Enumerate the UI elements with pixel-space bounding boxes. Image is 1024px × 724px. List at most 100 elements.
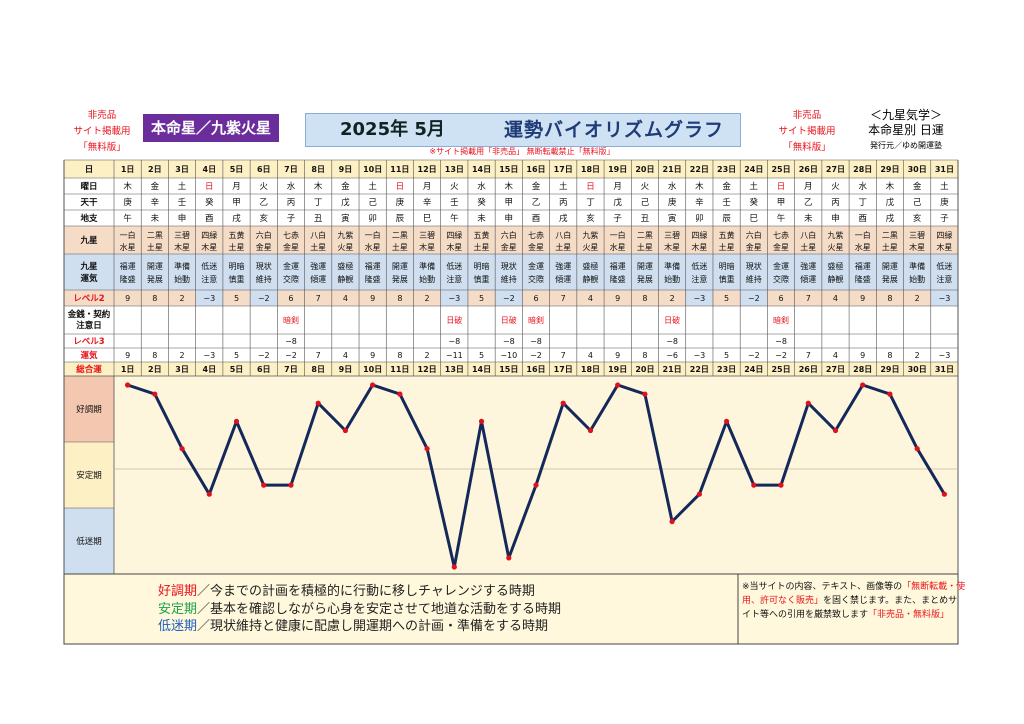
plot-area [114, 376, 958, 574]
kyusei-cell-bottom: 水星 [365, 242, 381, 252]
kyusei-cell-bottom: 土星 [555, 242, 571, 252]
kyusei-cell-top: 九紫 [337, 231, 353, 240]
total-cell: 9 [615, 351, 620, 360]
data-point [778, 482, 784, 488]
kyusei-cell-bottom: 金星 [528, 242, 544, 252]
unki-cell-bottom: 維持 [746, 274, 762, 284]
kyusei-cell-bottom: 土星 [637, 242, 653, 252]
row-bg-weekday [64, 178, 958, 194]
unki-cell-bottom: 傾運 [800, 275, 816, 284]
weekday-cell: 月 [804, 182, 813, 192]
tenkan-cell: 甲 [232, 198, 241, 208]
kyusei-title: ＜九星気学＞ [869, 108, 942, 122]
row-bg-kyusei [64, 226, 958, 254]
day-label-bottom: 5日 [230, 365, 244, 374]
kyusei-cell-bottom: 土星 [719, 242, 735, 252]
weekday-cell: 木 [314, 181, 323, 192]
level2-cell: 7 [316, 294, 321, 303]
total-cell: −10 [500, 351, 517, 360]
level2-cell: −2 [748, 294, 760, 303]
data-point [914, 446, 920, 452]
row-bg-unki [64, 254, 958, 290]
row-label-unki-1: 九星 [79, 261, 98, 272]
row-label-kinsen-2: 注意日 [76, 320, 102, 331]
day-label-bottom: 26日 [799, 365, 818, 374]
day-label: 14日 [472, 165, 491, 174]
weekday-cell: 木 [695, 181, 704, 192]
chishi-cell: 戌 [232, 213, 241, 224]
day-label: 12日 [418, 165, 437, 174]
day-label-bottom: 9日 [339, 365, 353, 374]
data-point [179, 446, 185, 452]
kyusei-cell-top: 一白 [610, 230, 626, 240]
total-cell: 8 [397, 351, 402, 360]
note-red-1: 「無断転載・使用、許可なく販売」 [742, 582, 966, 606]
unki-cell-top: 現状 [746, 261, 762, 271]
day-label: 3日 [175, 165, 189, 174]
unki-cell-bottom: 隆盛 [120, 274, 136, 284]
level2-cell: 2 [670, 294, 675, 303]
page-title: 運勢バイオリズムグラフ [504, 119, 725, 141]
kyusei-cell-top: 三碧 [419, 230, 435, 240]
kyusei-cell-top: 二黒 [882, 231, 898, 240]
unki-cell-bottom: 隆盛 [610, 274, 626, 284]
day-label-bottom: 17日 [554, 365, 573, 374]
row-bg-days2 [64, 362, 958, 376]
row-bg-kinsen [64, 306, 958, 334]
tenkan-cell: 戊 [613, 197, 622, 208]
total-cell: 4 [588, 351, 593, 360]
data-point [288, 482, 294, 488]
chishi-cell: 巳 [423, 214, 432, 224]
total-cell: −3 [693, 351, 705, 360]
data-point [451, 564, 457, 570]
weekday-cell: 火 [450, 182, 459, 192]
unki-cell-bottom: 交際 [283, 274, 299, 284]
total-cell: −6 [666, 351, 678, 360]
tenkan-cell: 甲 [505, 198, 514, 208]
weekday-cell: 木 [505, 181, 514, 192]
level2-cell: 8 [152, 294, 157, 303]
row-bg-chishi [64, 210, 958, 226]
kinsen-cell: 暗剣 [528, 315, 544, 325]
unki-cell-top: 強運 [555, 261, 571, 271]
day-label-bottom: 30日 [908, 365, 927, 374]
band-label-good: 好調期 [76, 404, 102, 415]
kyusei-cell-top: 二黒 [637, 231, 653, 240]
chishi-cell: 酉 [858, 214, 867, 224]
unki-cell-top: 強運 [800, 261, 816, 271]
tenkan-cell: 乙 [532, 198, 541, 208]
description-area [63, 573, 959, 645]
kyusei-cell-top: 一白 [365, 230, 381, 240]
day-label-bottom: 31日 [935, 365, 954, 374]
unki-cell-top: 明暗 [229, 261, 245, 271]
level2-neg-cell [930, 290, 958, 306]
kyusei-cell-bottom: 土星 [229, 242, 245, 252]
row-label-kyusei: 九星 [79, 235, 98, 246]
kyusei-cell-top: 三碧 [664, 230, 680, 240]
unki-cell-bottom: 発展 [147, 275, 163, 284]
kyusei-cell-top: 三碧 [174, 230, 190, 240]
day-label: 16日 [526, 165, 545, 174]
data-point [832, 427, 839, 434]
total-cell: −2 [285, 351, 297, 360]
data-point [587, 427, 594, 434]
level2-neg-cell [195, 290, 223, 306]
copyright-notice: ※サイト掲載用「非売品」 無断転載禁止「無料版」 [429, 147, 615, 156]
weekday-cell: 月 [613, 182, 622, 192]
weekday-cell: 金 [722, 181, 731, 192]
left-line-3: 「無料版」 [78, 142, 126, 153]
unki-cell-bottom: 維持 [256, 274, 272, 284]
row-label-total-1: 運気 [80, 350, 98, 361]
tenkan-cell: 丁 [586, 198, 595, 208]
unki-cell-bottom: 慎重 [719, 274, 735, 284]
day-label-bottom: 21日 [663, 365, 682, 374]
chishi-cell: 卯 [368, 214, 377, 224]
tenkan-cell: 辛 [151, 197, 160, 208]
day-label-bottom: 27日 [826, 365, 845, 374]
kyusei-cell-top: 八白 [555, 230, 571, 240]
day-label-bottom: 25日 [771, 365, 790, 374]
unki-cell-top: 福運 [610, 262, 626, 271]
level2-cell: 2 [425, 294, 430, 303]
chishi-cell: 戌 [886, 213, 895, 224]
level2-cell: 8 [887, 294, 892, 303]
